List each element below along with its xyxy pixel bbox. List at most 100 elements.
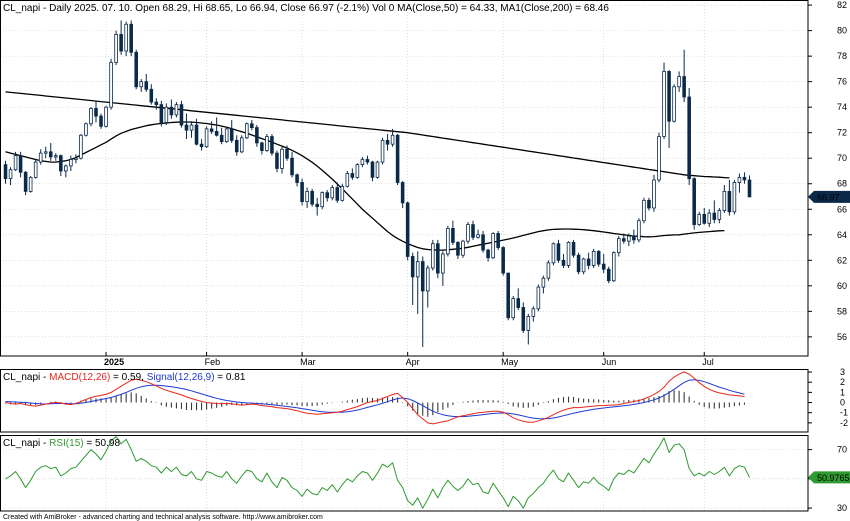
candle [194,118,199,146]
candle-body-down [370,161,375,178]
y-tick-label: 3 [840,367,845,377]
candle-body-down [219,134,224,143]
candle-body-up [114,34,118,63]
candle [451,220,455,245]
candle-body-up [124,23,128,52]
last-price-tag: 66.97 [808,190,850,203]
candle-body-up [627,235,631,242]
rsi-header-value: = 50.98 [84,438,121,449]
candle [48,142,53,161]
footer-credit: Created with AmiBroker - advanced charti… [3,514,323,521]
candle-body-down [420,261,425,292]
candle [747,175,752,198]
candle-body-up [551,243,556,264]
candle [179,100,184,128]
x-tick-label: 2025 [104,357,124,367]
candle-body-up [390,134,395,145]
candle [405,201,410,261]
signal-series-label: Signal(12,26,9) [147,372,215,383]
candle-body-down [310,190,314,205]
candle [571,239,576,258]
candle [486,248,490,262]
candle [672,84,676,123]
y-tick-label: 2 [840,377,845,387]
panel-frame [0,0,809,357]
candle [18,151,23,178]
candle [420,256,425,348]
candle-body-down [270,136,274,154]
candle [350,168,355,180]
candle-body-down [516,298,521,308]
candle-body-down [506,272,510,319]
candle [320,191,324,210]
candle-body-up [69,159,73,167]
candle [551,242,556,266]
rsi-tag-text: 50.9765 [817,473,850,483]
rsi-header: CL_napi - RSI(15) = 50.98 [3,438,120,449]
candle-body-up [104,106,108,127]
price-grid [0,0,808,356]
candle-body-up [677,76,681,88]
candle-body-up [581,258,586,273]
candle [365,155,370,165]
rsi-series-label: RSI(15) [49,438,83,449]
candle-body-down [335,187,340,201]
y-tick-label: 68 [837,179,847,189]
macd-line [5,371,745,425]
candle [687,88,691,186]
macd-header-prefix: CL_napi - [3,372,49,383]
candle-body-down [471,224,475,238]
candle [94,100,98,123]
candle-body-down [622,238,626,242]
candle-body-up [330,187,335,199]
candle [84,122,88,137]
candle [717,207,722,224]
candle-body-down [184,124,189,131]
candle [275,150,279,173]
candle-body-up [722,190,727,211]
candle [295,173,299,187]
macd-tag-text: 0.81269 [817,0,850,2]
candle-body-down [601,263,606,270]
candle-body-up [476,234,480,238]
candle [104,105,108,128]
candle [642,197,646,224]
candle [496,230,500,251]
candle-body-down [18,155,23,173]
candle [360,156,365,168]
candle [245,122,249,140]
candle-body-down [214,131,219,136]
candle [260,141,264,155]
y-tick-label: 76 [837,77,847,87]
macd-header: CL_napi - MACD(12,26) = 0.59, Signal(12,… [3,372,246,383]
candle-body-up [305,190,309,203]
candle-body-down [3,164,8,180]
candle [209,121,214,134]
candle [707,209,712,228]
candle [189,121,194,138]
candle [325,190,330,202]
candle [129,20,133,57]
candle-body-up [732,182,737,213]
candle-body-up [204,128,209,148]
candle-body-up [189,124,194,131]
candle [400,181,405,208]
candle [611,251,616,282]
candle-body-down [199,143,204,148]
candle-body-down [275,152,279,169]
candle [214,117,219,137]
candle [265,133,269,152]
candle [64,164,68,178]
candle [169,99,174,119]
y-tick-label: 0 [840,398,845,408]
candle [23,170,28,196]
candle-body-up [320,192,324,208]
candle [239,135,244,154]
candle [385,133,390,151]
candle-body-up [697,213,702,225]
candle-body-down [451,228,455,243]
candle [410,252,415,305]
candle [471,220,475,240]
candle-body-up [466,224,470,242]
